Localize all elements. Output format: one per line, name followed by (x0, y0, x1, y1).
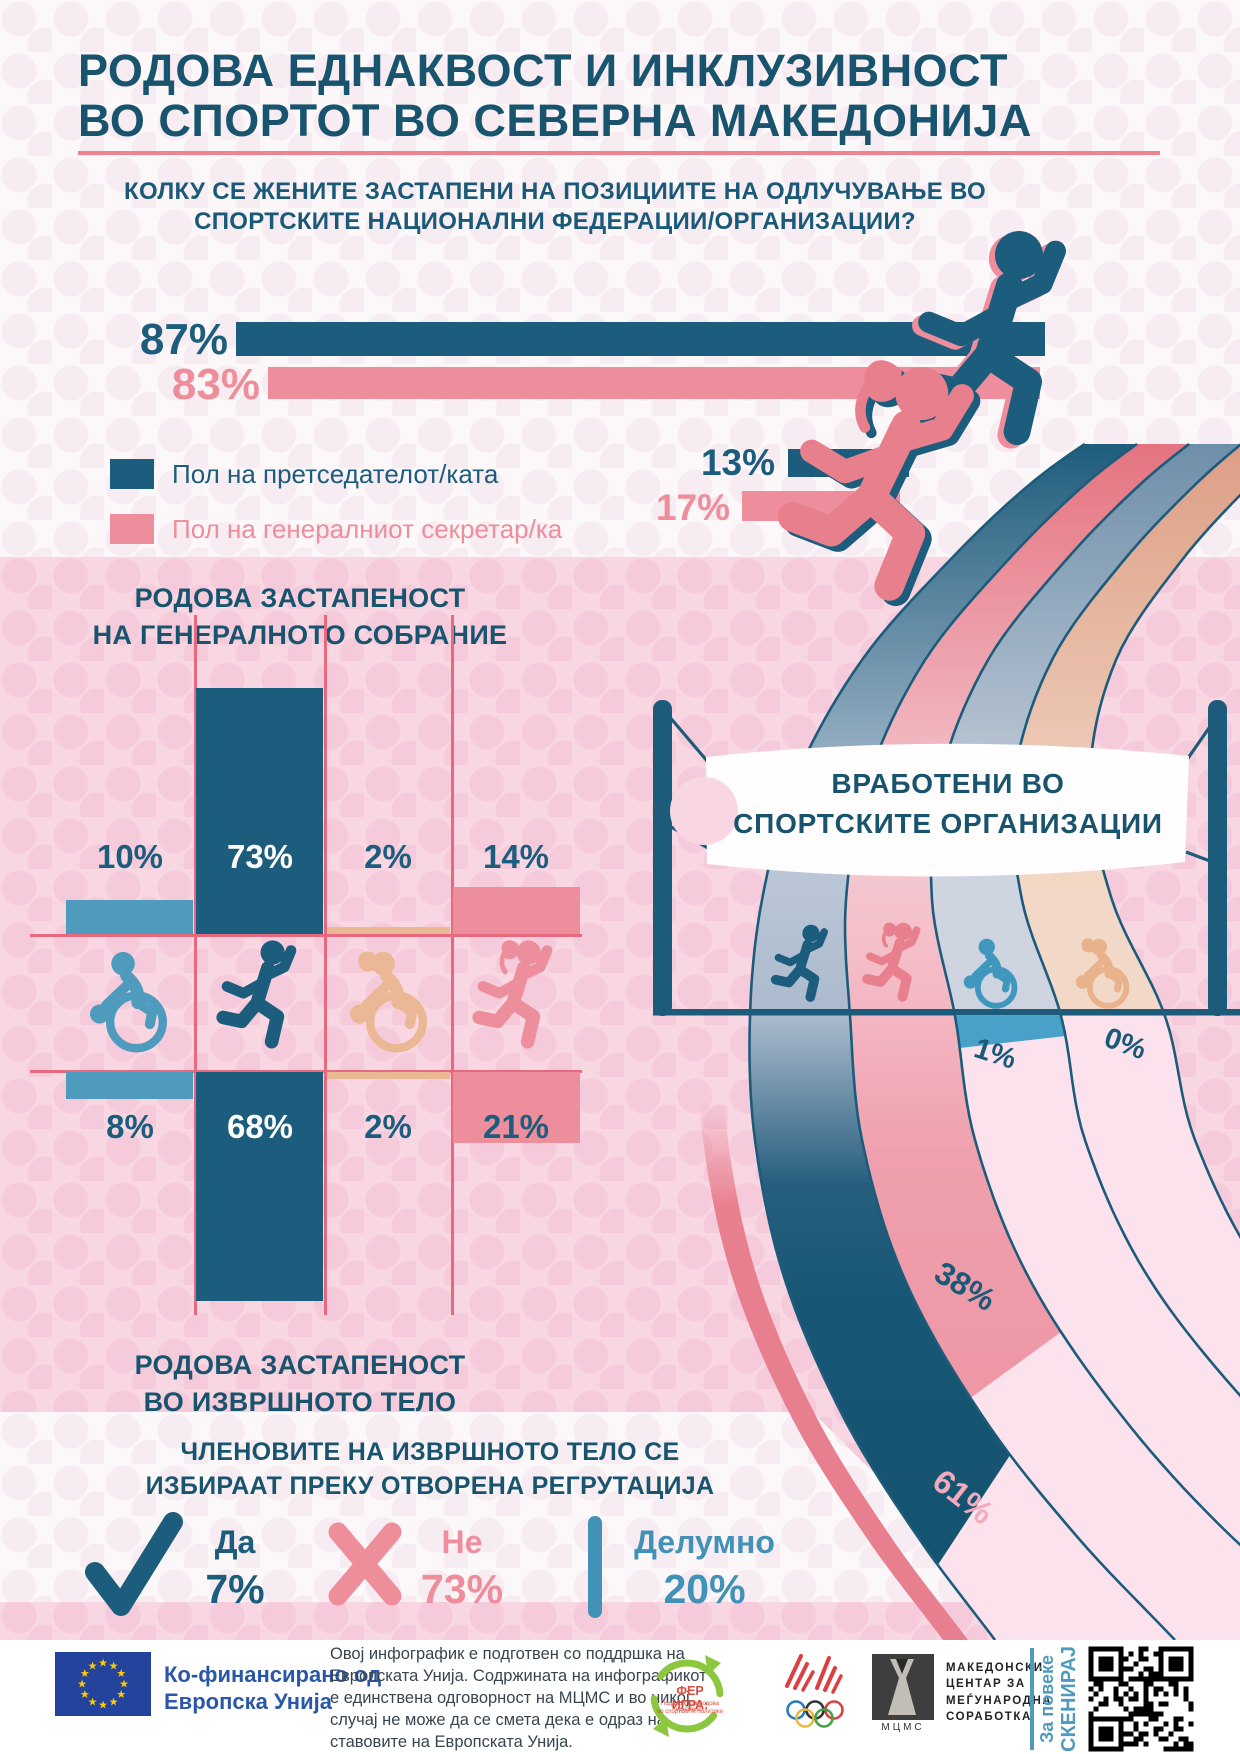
icon-wheelchair-male (72, 948, 192, 1060)
qr-code (1086, 1644, 1196, 1754)
eu-cofinance-line1: Ко-финансирано од (164, 1662, 382, 1687)
executive-bar-runner-female (453, 1072, 580, 1143)
check-icon (85, 1512, 183, 1616)
partial-bar-icon (588, 1516, 602, 1618)
assembly-label-1: 10% (96, 838, 164, 875)
track-icon-wheelchair-male (950, 936, 1036, 1014)
svg-text:★: ★ (116, 1668, 126, 1680)
mcms-name-line3: МЕЃУНАРОДНА (946, 1694, 1053, 1707)
recruitment-title-line2: ИЗБИРААТ ПРЕКУ ОТВОРЕНА РЕГРУТАЦИЈА (145, 1472, 715, 1500)
scan-line2: СКЕНИРАЈ (1057, 1646, 1080, 1752)
assembly-label-2: 73% (226, 838, 294, 875)
executive-title-line2: ВО ИЗВРШНОТО ТЕЛО (143, 1387, 457, 1417)
svg-text:★: ★ (109, 1697, 119, 1709)
bar-president-male (236, 322, 1046, 356)
mcms-name: МАКЕДОНСКИ ЦЕНТАР ЗА МЕЃУНАРОДНА СОРАБОТ… (946, 1660, 1052, 1725)
assembly-bar-runner-male (196, 688, 323, 934)
option-no-label: Не (441, 1524, 483, 1560)
svg-text:★: ★ (88, 1697, 98, 1709)
executive-bar-wheelchair-male (66, 1072, 193, 1099)
executive-label-1: 8% (106, 1108, 154, 1145)
cross-icon (328, 1522, 402, 1606)
option-yes-label: Да (214, 1524, 256, 1560)
assembly-title-line1: РОДОВА ЗАСТАПЕНОСТ (134, 583, 466, 613)
mcms-name-line2: ЦЕНТАР ЗА (946, 1678, 1026, 1691)
bar-label-secretary-male: 83% (171, 360, 260, 409)
chart-baseline-top (30, 934, 582, 937)
chart-baseline-bottom (30, 1070, 582, 1073)
icon-runner-female (464, 938, 568, 1064)
assembly-bar-runner-female (453, 886, 580, 934)
fair-play-title: ФЕР ИГРА: (671, 1684, 709, 1712)
bar-label-president-male: 87% (139, 315, 228, 364)
fair-play-subtitle-2: во спортските политики (657, 1709, 723, 1715)
bar-label-president-female: 13% (700, 442, 775, 483)
bar-label-secretary-female: 17% (655, 487, 730, 528)
chart-separator-2 (324, 615, 327, 1315)
recruitment-title-line1: ЧЛЕНОВИТЕ НА ИЗВРШНОТО ТЕЛО СЕ (180, 1438, 680, 1466)
svg-text:★: ★ (116, 1689, 126, 1701)
eu-cofinance-line2: Европска Унија (164, 1689, 332, 1714)
assembly-label-4: 14% (482, 838, 550, 875)
mcms-name-line4: СОРАБОТКА (946, 1710, 1032, 1723)
option-partial-value: 20% (663, 1566, 746, 1612)
assembly-bar-wheelchair-female (327, 927, 450, 934)
scan-text: За повеќе СКЕНИРАЈ (1037, 1646, 1080, 1752)
svg-text:★: ★ (88, 1660, 98, 1672)
section-question-bg (0, 1412, 1005, 1602)
assembly-bar-wheelchair-male (66, 900, 193, 934)
scan-divider (1030, 1648, 1034, 1750)
option-no-value: 73% (420, 1566, 504, 1612)
page-title-line2: ВО СПОРТОТ ВО СЕВЕРНА МАКЕДОНИЈА (78, 95, 1032, 146)
banner-title-line2: СПОРТСКИТЕ ОРГАНИЗАЦИИ (733, 808, 1163, 839)
title-underline (78, 151, 1160, 155)
svg-text:★: ★ (77, 1679, 87, 1691)
option-partial-label: Делумно (634, 1524, 775, 1560)
svg-text:★: ★ (80, 1668, 90, 1680)
executive-title-line1: РОДОВА ЗАСТАПЕНОСТ (134, 1350, 466, 1380)
assembly-label-3: 2% (364, 838, 412, 875)
disclaimer-text: Овој инфографик е подготвен со поддршка … (330, 1645, 707, 1751)
executive-bar-runner-male (196, 1072, 323, 1302)
mcms-abbr: МЦМС (881, 1722, 925, 1733)
executive-label-2: 68% (226, 1108, 294, 1145)
track-icon-runner-male (765, 923, 839, 1013)
icon-wheelchair-female (332, 948, 452, 1060)
page-title-line1: РОДОВА ЕДНАКВОСТ И ИНКЛУЗИВНОСТ (78, 45, 1009, 96)
mcms-logo (872, 1654, 934, 1720)
eu-flag: ★ ★★★★★★★★★★★ (55, 1652, 151, 1716)
executive-label-4: 21% (482, 1108, 550, 1145)
runner-female-figure (752, 341, 1005, 647)
scan-line1: За повеќе (1037, 1655, 1057, 1744)
fair-play-logo (650, 1655, 724, 1737)
track-icon-wheelchair-female (1062, 936, 1148, 1014)
banner-title-line1: ВРАБОТЕНИ ВО (831, 768, 1065, 799)
question1-line1: КОЛКУ СЕ ЖЕНИТЕ ЗАСТАПЕНИ НА ПОЗИЦИИТЕ Н… (124, 178, 986, 205)
svg-text:★: ★ (98, 1658, 108, 1670)
legend-chip-president (110, 459, 154, 489)
mcms-name-line1: МАКЕДОНСКИ (946, 1662, 1044, 1674)
legend-label-president: Пол на претседателот/ката (172, 459, 499, 489)
chart-separator-3 (451, 615, 454, 1315)
legend-label-secretary: Пол на генералниот секретар/ка (172, 514, 563, 544)
executive-label-3: 2% (364, 1108, 412, 1145)
svg-text:★: ★ (109, 1660, 119, 1672)
svg-text:★: ★ (80, 1689, 90, 1701)
track-icon-runner-female (858, 921, 930, 1013)
chart-separator-1 (194, 615, 197, 1315)
icon-runner-male (207, 938, 313, 1064)
svg-text:★: ★ (119, 1679, 129, 1691)
question1-line2: СПОРТСКИТЕ НАЦИОНАЛНИ ФЕДЕРАЦИИ/ОРГАНИЗА… (194, 208, 916, 235)
legend-chip-secretary (110, 514, 154, 544)
race-track-graphic (653, 442, 1240, 1640)
svg-text:★: ★ (98, 1700, 108, 1712)
olympic-committee-logo (785, 1654, 844, 1728)
assembly-title-line2: НА ГЕНЕРАЛНОТО СОБРАНИЕ (92, 620, 508, 650)
executive-bar-wheelchair-female (327, 1072, 450, 1079)
option-yes-value: 7% (205, 1566, 265, 1612)
fair-play-subtitle-1: Поддршка за родова еднаквост (660, 1701, 720, 1713)
